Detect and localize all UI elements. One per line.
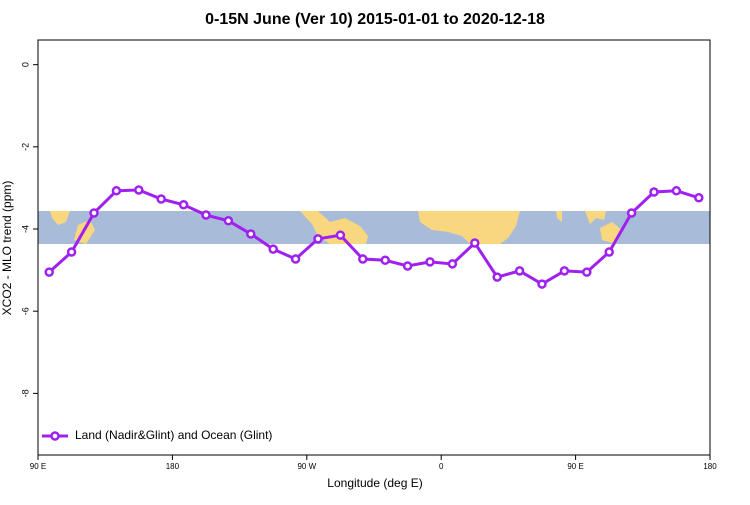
data-point <box>268 244 278 254</box>
data-point <box>223 216 234 226</box>
x-tick-label: 180 <box>166 462 180 471</box>
data-point <box>582 267 592 277</box>
data-point <box>559 266 570 276</box>
y-axis-label: XCO2 - MLO trend (ppm) <box>0 181 14 316</box>
legend-label: Land (Nadir&Glint) and Ocean (Glint) <box>75 428 272 442</box>
data-point <box>425 257 435 267</box>
data-point <box>134 185 144 195</box>
data-point <box>246 229 256 239</box>
legend-marker <box>50 431 60 441</box>
data-point <box>671 186 682 196</box>
data-point <box>156 194 166 204</box>
data-point <box>649 187 659 197</box>
y-tick-label: -8 <box>20 389 30 397</box>
x-tick-label: 0 <box>439 462 444 471</box>
data-point <box>44 267 54 277</box>
data-point <box>335 230 346 240</box>
data-point <box>313 234 323 244</box>
data-point <box>537 279 547 289</box>
data-point <box>178 200 189 210</box>
plot-frame <box>37 39 711 456</box>
data-point <box>604 247 614 257</box>
data-point <box>492 272 502 282</box>
data-point <box>626 208 637 218</box>
data-point <box>380 255 390 265</box>
data-point <box>66 247 77 257</box>
x-tick-label: 180 <box>703 462 717 471</box>
x-tick-label: 90 E <box>30 462 46 471</box>
data-point <box>89 208 99 218</box>
y-tick-label: 0 <box>20 62 30 67</box>
data-point <box>201 210 211 220</box>
data-point <box>470 238 480 248</box>
x-tick-label: 90 E <box>567 462 583 471</box>
data-point <box>447 259 458 269</box>
y-tick-label: -2 <box>20 143 30 151</box>
data-point <box>402 261 413 271</box>
y-tick-label: -6 <box>20 307 30 315</box>
x-axis-label: Longitude (deg E) <box>327 476 422 490</box>
x-tick-label: 90 W <box>297 462 316 471</box>
data-point <box>358 254 368 264</box>
data-point <box>111 186 122 196</box>
data-point <box>694 193 704 203</box>
chart-title: 0-15N June (Ver 10) 2015-01-01 to 2020-1… <box>205 11 545 28</box>
y-tick-label: -4 <box>20 225 30 233</box>
data-point <box>514 266 525 276</box>
data-point <box>290 254 301 264</box>
